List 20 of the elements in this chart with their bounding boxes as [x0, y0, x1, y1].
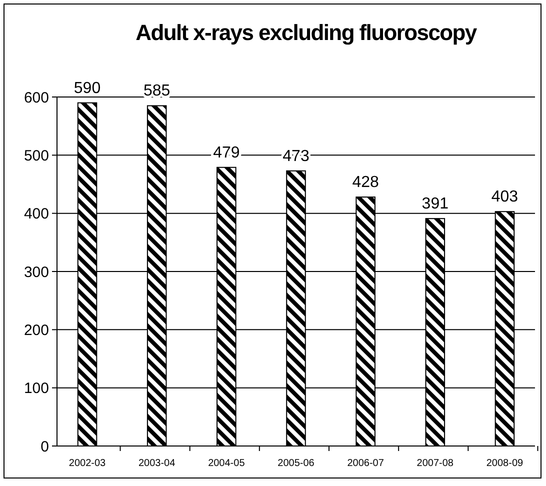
data-label: 590 — [74, 80, 101, 97]
x-tick-label: 2007-08 — [416, 458, 454, 469]
y-tick-label: 500 — [24, 147, 49, 164]
data-label: 403 — [491, 188, 518, 206]
y-tick-label: 0 — [40, 438, 49, 456]
x-tick-label: 2002-03 — [68, 458, 106, 469]
x-tick-label: 2004-05 — [208, 458, 246, 469]
data-label: 428 — [352, 174, 380, 192]
chart-title: Adult x-rays excluding fluoroscopy — [136, 20, 478, 45]
x-tick-label: 2006-07 — [347, 458, 384, 469]
x-tick-label: 2003-04 — [138, 458, 176, 469]
data-label: 585 — [143, 82, 170, 100]
y-tick-label: 300 — [24, 264, 49, 281]
x-tick-label: 2005-06 — [278, 458, 315, 469]
y-tick-label: 200 — [24, 322, 49, 339]
y-tick-label: 600 — [24, 89, 49, 106]
y-tick-label: 100 — [24, 380, 49, 398]
x-tick-label: 2008-09 — [486, 458, 524, 469]
data-label: 391 — [422, 196, 449, 213]
y-tick-label: 400 — [24, 206, 49, 223]
